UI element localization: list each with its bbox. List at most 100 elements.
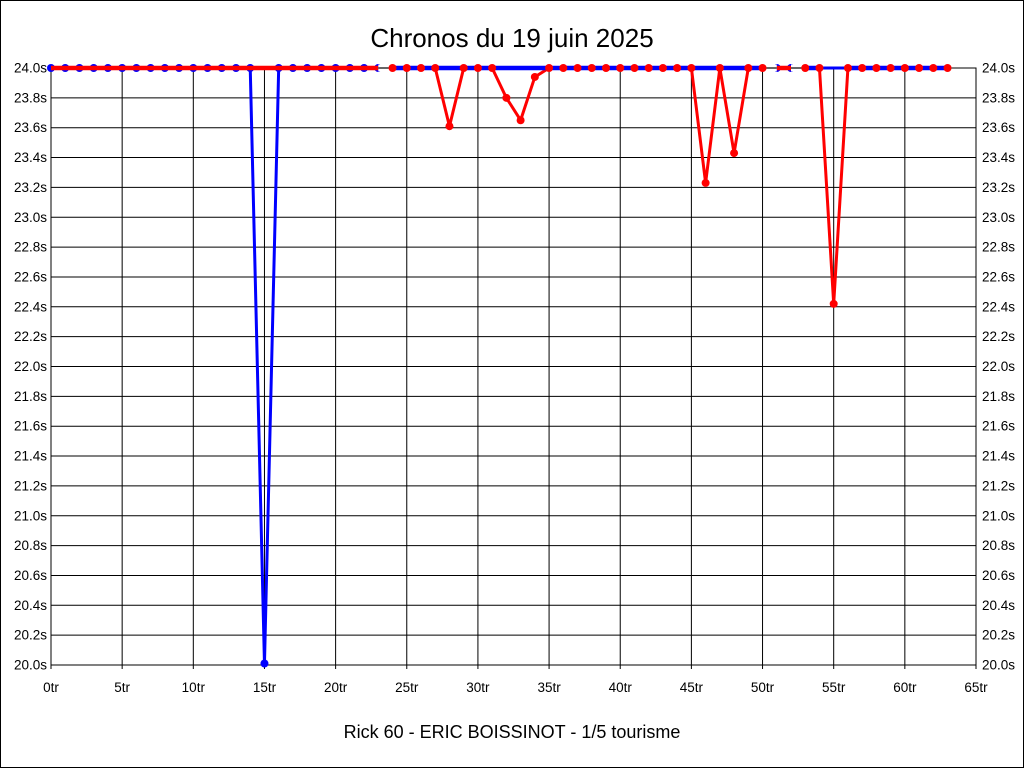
- red-series-marker: [673, 64, 682, 72]
- red-series-marker: [744, 64, 753, 72]
- x-tick-label: 30tr: [466, 680, 490, 695]
- y-tick-label-left: 20.4s: [14, 598, 47, 613]
- x-tick-label: 0tr: [43, 680, 59, 695]
- red-series-line: [51, 66, 948, 304]
- y-tick-label-left: 21.2s: [14, 478, 47, 493]
- y-tick-label-left: 20.2s: [14, 628, 47, 643]
- y-tick-label-left: 22.2s: [14, 329, 47, 344]
- red-series-marker: [929, 64, 938, 72]
- x-tick-label: 5tr: [114, 680, 130, 695]
- red-series-marker: [417, 64, 425, 72]
- y-tick-label-right: 22.2s: [982, 329, 1015, 344]
- red-series-marker: [943, 64, 952, 72]
- red-series-marker: [843, 64, 852, 72]
- red-series-marker: [616, 64, 625, 72]
- y-tick-label-right: 21.2s: [982, 478, 1015, 493]
- y-tick-label-right: 20.4s: [982, 598, 1015, 613]
- y-tick-label-right: 23.0s: [982, 210, 1015, 225]
- y-tick-label-left: 24.0s: [14, 61, 47, 76]
- x-tick-label: 60tr: [893, 680, 917, 695]
- y-tick-label-left: 23.2s: [14, 180, 47, 195]
- red-series-marker: [573, 64, 582, 72]
- red-series-marker: [488, 64, 497, 72]
- red-series-marker: [872, 64, 881, 72]
- y-tick-label-left: 23.8s: [14, 90, 47, 105]
- y-tick-label-right: 22.6s: [982, 269, 1015, 284]
- y-tick-label-right: 23.8s: [982, 90, 1015, 105]
- red-series-markers: [388, 64, 952, 308]
- x-tick-label: 40tr: [609, 680, 633, 695]
- x-tick-label: 45tr: [680, 680, 704, 695]
- red-series-marker: [388, 64, 397, 72]
- red-series-marker: [715, 64, 724, 72]
- red-series-marker: [473, 64, 482, 72]
- y-tick-label-right: 21.6s: [982, 419, 1015, 434]
- x-tick-label: 55tr: [822, 680, 846, 695]
- y-tick-label-left: 23.4s: [14, 150, 47, 165]
- y-tick-label-right: 21.8s: [982, 389, 1015, 404]
- red-series-marker: [858, 64, 867, 72]
- red-series-marker: [758, 64, 767, 72]
- y-tick-label-left: 21.4s: [14, 449, 47, 464]
- x-tick-label: 10tr: [182, 680, 206, 695]
- red-series-marker: [644, 64, 653, 72]
- y-tick-label-right: 22.0s: [982, 359, 1015, 374]
- red-series-marker: [502, 93, 511, 102]
- x-tick-label: 50tr: [751, 680, 775, 695]
- red-series-marker: [402, 64, 411, 72]
- x-tick-label: 20tr: [324, 680, 348, 695]
- y-tick-label-right: 23.2s: [982, 180, 1015, 195]
- y-tick-label-left: 21.8s: [14, 389, 47, 404]
- y-tick-label-left: 22.0s: [14, 359, 47, 374]
- y-tick-label-left: 21.0s: [14, 508, 47, 523]
- red-series-marker: [900, 64, 909, 72]
- red-series-marker: [701, 178, 710, 187]
- chart-caption: Rick 60 - ERIC BOISSINOT - 1/5 tourisme: [343, 722, 681, 742]
- y-tick-label-left: 21.6s: [14, 419, 47, 434]
- y-tick-label-right: 24.0s: [982, 61, 1015, 76]
- y-tick-label-left: 22.6s: [14, 269, 47, 284]
- red-series-marker: [516, 116, 525, 125]
- y-tick-label-right: 23.4s: [982, 150, 1015, 165]
- x-tick-label: 65tr: [964, 680, 988, 695]
- y-tick-label-right: 21.4s: [982, 449, 1015, 464]
- red-series-marker: [545, 64, 554, 72]
- y-tick-label-right: 20.0s: [982, 658, 1015, 673]
- y-tick-label-right: 22.8s: [982, 240, 1015, 255]
- red-series-marker: [431, 64, 440, 72]
- red-series-marker: [801, 64, 810, 72]
- blue-series-markers: [47, 64, 795, 668]
- x-tick-label: 25tr: [395, 680, 419, 695]
- red-series-marker: [445, 122, 454, 131]
- blue-series-marker: [260, 659, 269, 668]
- y-tick-label-right: 20.6s: [982, 568, 1015, 583]
- y-tick-label-right: 21.0s: [982, 508, 1015, 523]
- y-tick-label-left: 20.8s: [14, 538, 47, 553]
- red-series-marker: [915, 64, 924, 72]
- red-series-marker: [886, 64, 895, 72]
- y-tick-label-left: 22.8s: [14, 240, 47, 255]
- y-tick-label-right: 20.8s: [982, 538, 1015, 553]
- red-series-marker: [730, 149, 739, 158]
- y-tick-label-right: 22.4s: [982, 299, 1015, 314]
- red-series-marker: [559, 64, 568, 72]
- red-series-marker: [459, 64, 468, 72]
- grid: 24.0s 24.0s 23.8s 23.8s 23.6s 23.6s 23.4s 23.4s…: [14, 61, 1015, 696]
- red-series-marker: [829, 299, 838, 308]
- y-tick-label-left: 23.6s: [14, 120, 47, 135]
- y-tick-label-left: 23.0s: [14, 210, 47, 225]
- y-tick-label-left: 20.0s: [14, 658, 47, 673]
- y-tick-label-left: 22.4s: [14, 299, 47, 314]
- x-tick-label: 35tr: [537, 680, 561, 695]
- red-series-marker: [630, 64, 639, 72]
- red-series-marker: [530, 72, 539, 81]
- x-tick-label: 15tr: [253, 680, 277, 695]
- y-tick-label-right: 20.2s: [982, 628, 1015, 643]
- red-series-marker: [687, 64, 696, 72]
- red-series-marker: [815, 64, 824, 72]
- y-tick-label-left: 20.6s: [14, 568, 47, 583]
- red-series-marker: [602, 64, 610, 72]
- red-series-marker: [587, 64, 596, 72]
